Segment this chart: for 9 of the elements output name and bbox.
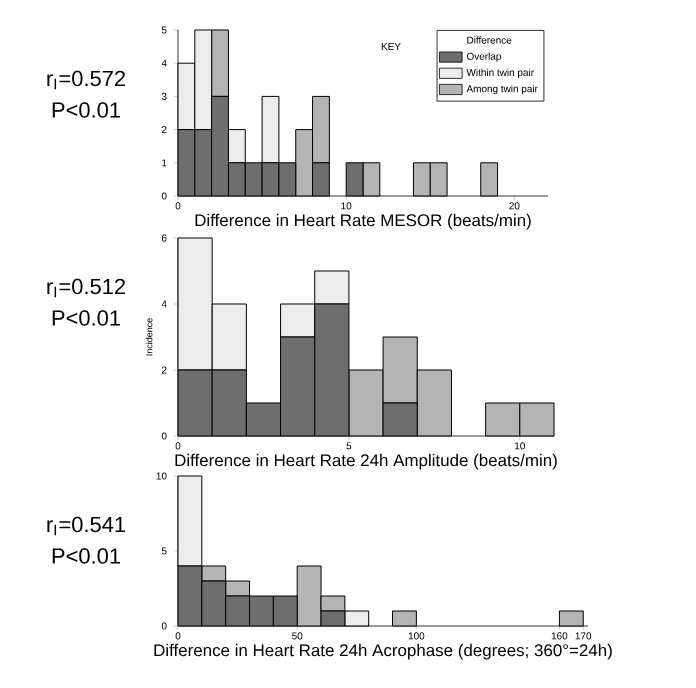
x-axis-title: Difference in Heart Rate MESOR (beats/min): [195, 213, 531, 230]
x-axis-title: Difference in Heart Rate 24h Amplitude (beats/min): [175, 453, 557, 470]
text: P<0.01: [52, 102, 120, 118]
text: r$_{I}$=0.572: [47, 70, 125, 90]
text: P<0.01: [52, 548, 120, 564]
text: r$_{I}$=0.541: [47, 516, 126, 536]
x-axis-title: Difference in Heart Rate 24h Acrophase (degrees; 360°=24h): [154, 643, 612, 660]
text: r$_{I}$=0.512: [47, 278, 125, 298]
text: P<0.01: [52, 310, 120, 326]
